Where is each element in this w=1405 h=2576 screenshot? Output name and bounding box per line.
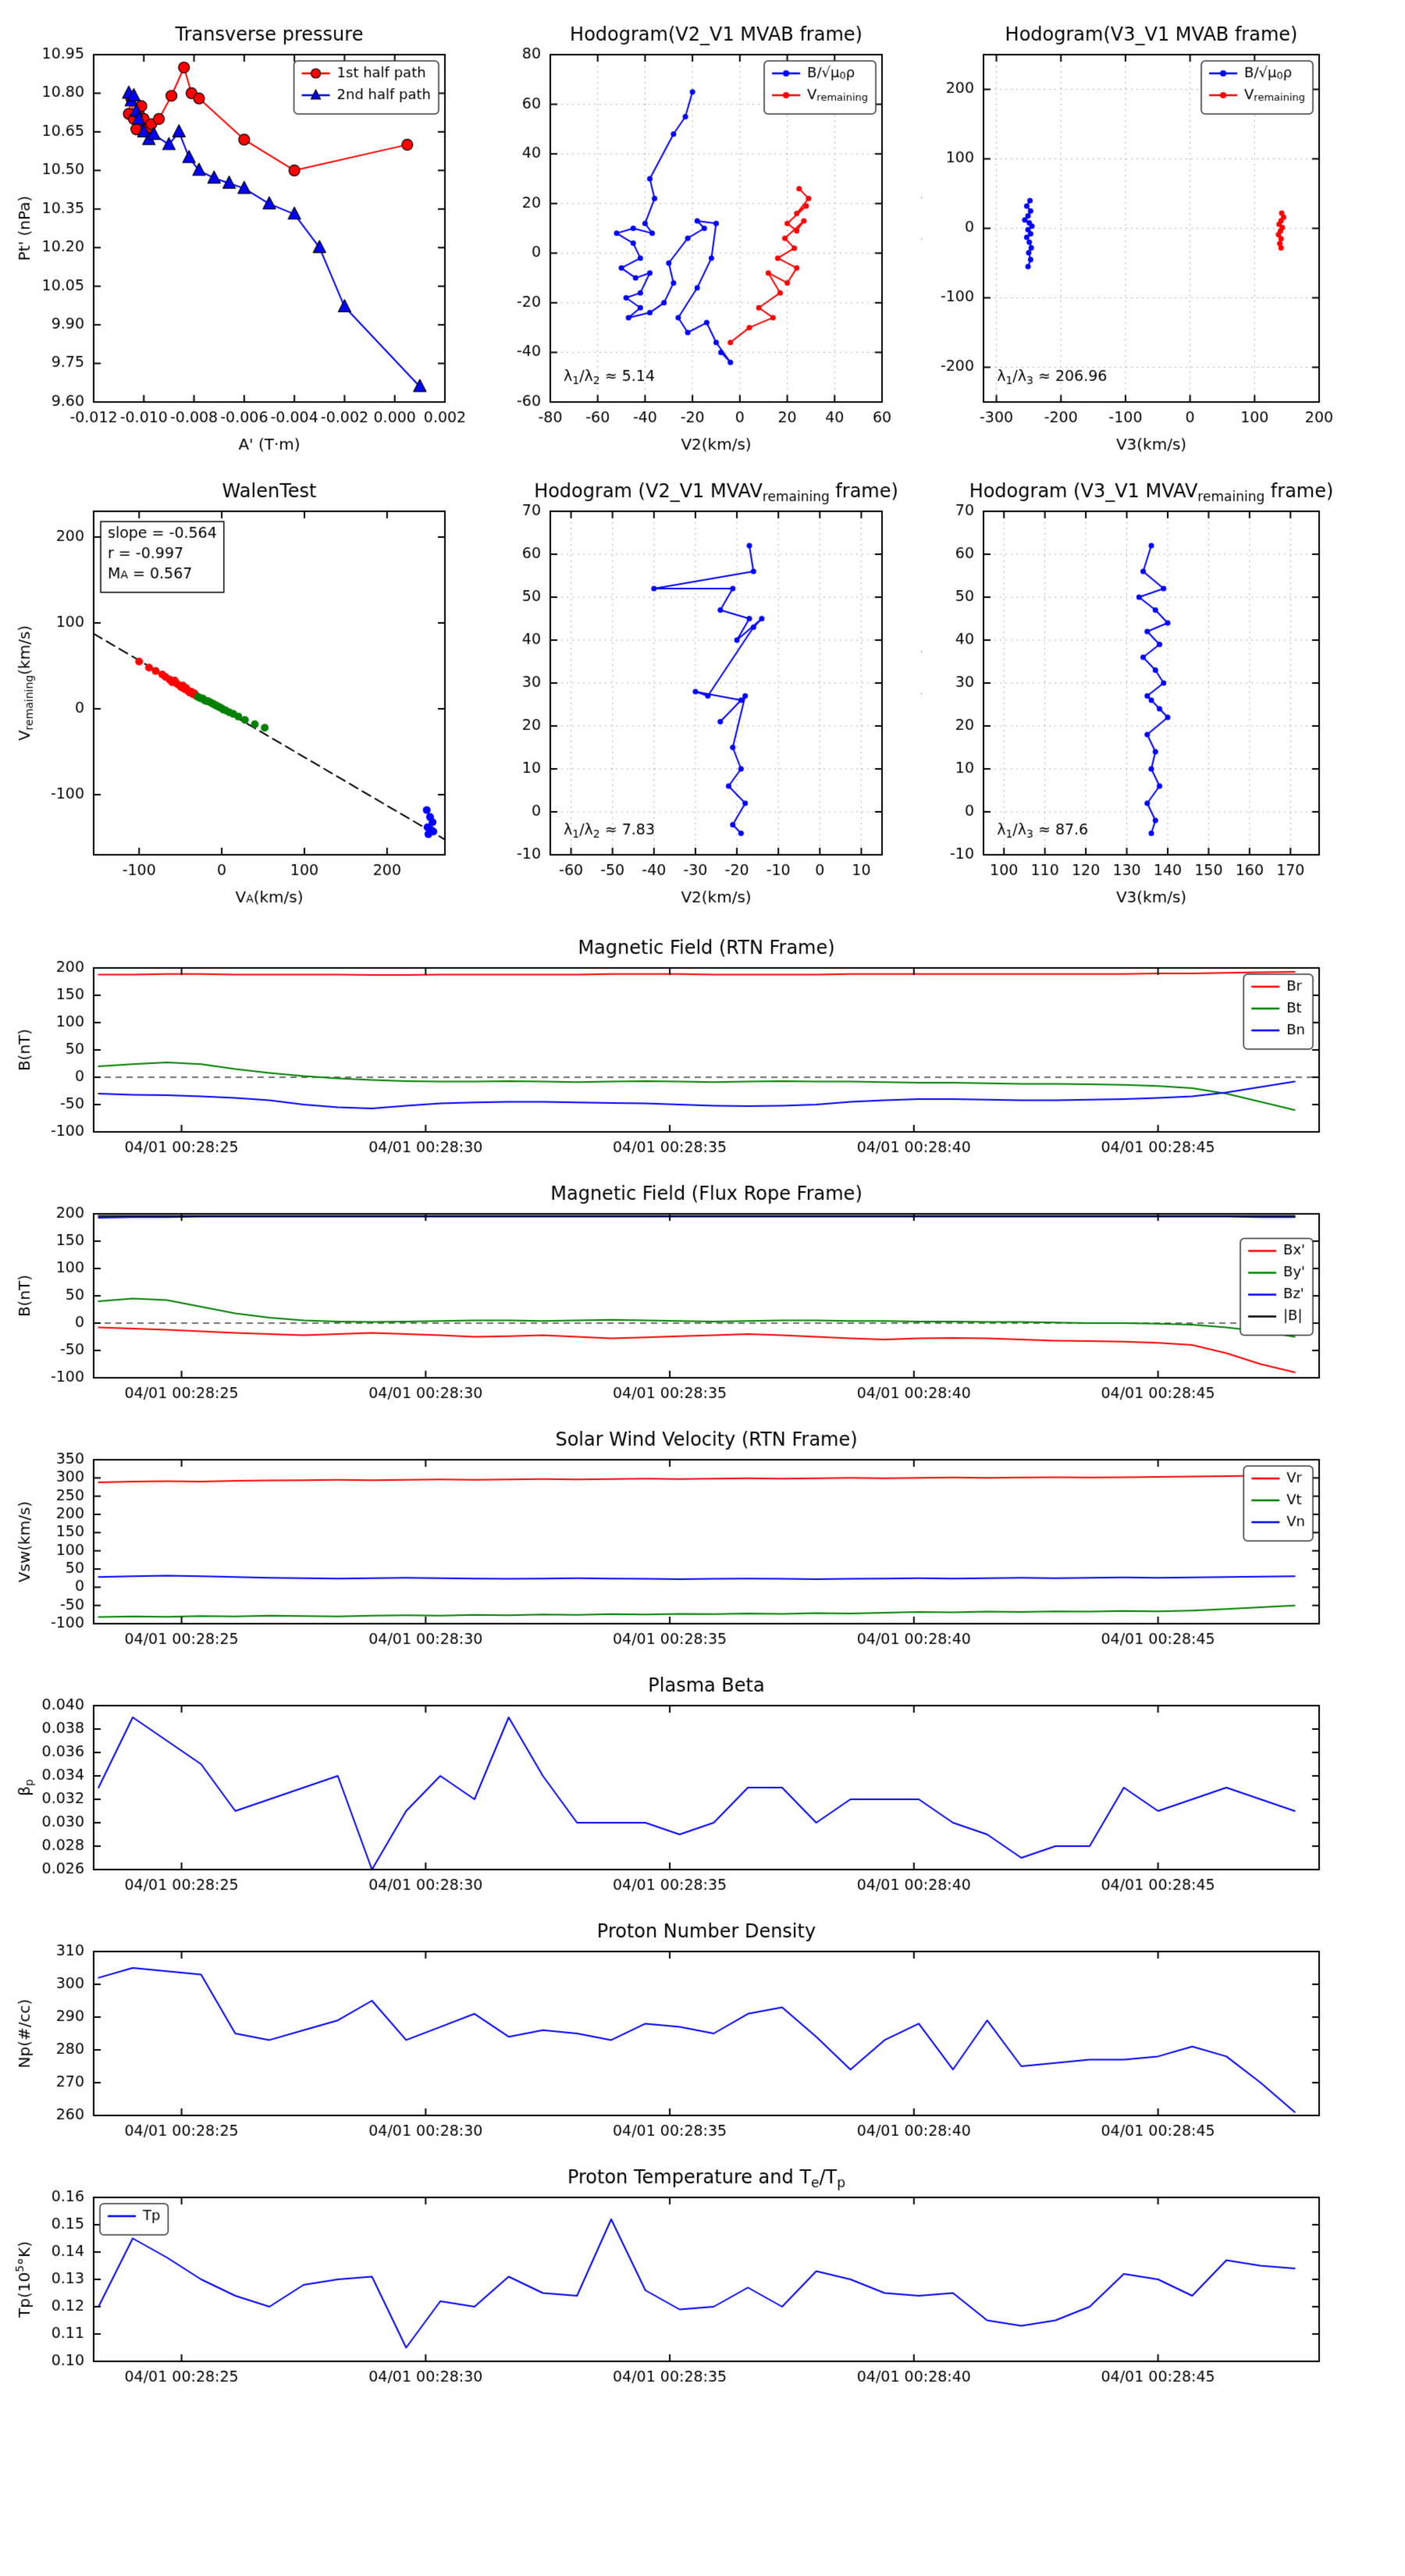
chart-proton-temperature (0, 2143, 1405, 2389)
chart-hodogram-v3v1-mvav (921, 457, 1405, 937)
chart-solar-wind-velocity (0, 1405, 1405, 1651)
chart-plasma-beta (0, 1651, 1405, 1897)
chart-magnetic-field-rtn (0, 913, 1405, 1159)
chart-hodogram-v2v1-mvab (492, 0, 960, 457)
chart-hodogram-v2v1-mvav (492, 457, 960, 937)
chart-proton-number-density (0, 1897, 1405, 2143)
chart-magnetic-field-flux-rope (0, 1159, 1405, 1405)
chart-walen-test (0, 457, 492, 937)
chart-transverse-pressure (0, 0, 492, 457)
chart-hodogram-v3v1-mvab (921, 0, 1405, 457)
